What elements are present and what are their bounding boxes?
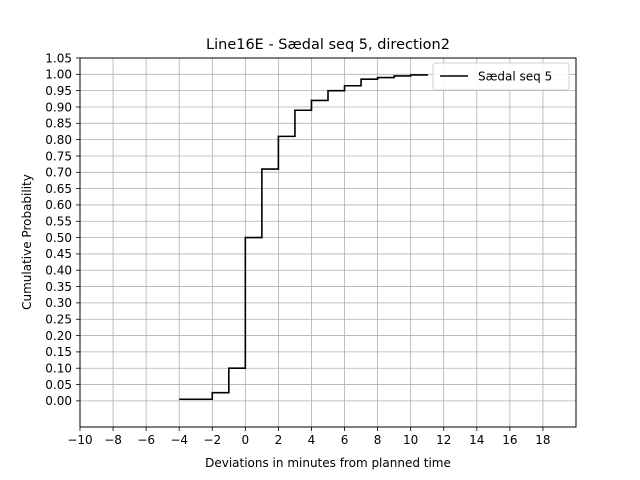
y-tick-label: 0.15 [45,345,72,359]
plot-frame [79,57,577,428]
x-tick-label: −4 [170,433,188,447]
y-tick-label: 0.55 [45,215,72,229]
y-tick-label: 0.45 [45,247,72,261]
x-tick-label: −8 [104,433,122,447]
x-tick-label: 14 [469,433,484,447]
y-tick-label: 0.00 [45,394,72,408]
y-tick-label: 0.95 [45,84,72,98]
x-tick-label: 4 [308,433,316,447]
legend-label: Sædal seq 5 [478,70,552,84]
x-tick-label: 16 [502,433,517,447]
series-layer [179,74,428,401]
y-tick-label: 1.05 [45,51,72,65]
y-tick-label: 0.50 [45,231,72,245]
y-axis-title: Cumulative Probability [20,174,34,310]
y-tick-label: 0.75 [45,149,72,163]
x-tick-label: −2 [203,433,221,447]
y-tick-label: 0.70 [45,166,72,180]
chart-title: Line16E - Sædal seq 5, direction2 [206,37,450,53]
y-tick-label: 0.10 [45,362,72,376]
x-tick-label: 6 [341,433,349,447]
y-tick-label: 0.65 [45,182,72,196]
x-tick-label: 2 [275,433,283,447]
x-tick-label: −10 [67,433,92,447]
y-tick-label: 0.80 [45,133,72,147]
x-tick-label: 0 [242,433,250,447]
y-tick-label: 0.85 [45,117,72,131]
y-tick-label: 0.35 [45,280,72,294]
ticks: −10 −8 −6 −4 −2 0 2 4 6 8 10 12 14 16 18 0.00 0.05 0.10 0.… [45,51,550,447]
y-tick-label: 0.25 [45,313,72,327]
y-tick-label: 0.40 [45,264,72,278]
x-tick-label: 18 [535,433,550,447]
x-tick-label: 8 [374,433,382,447]
y-tick-label: 1.00 [45,68,72,82]
x-tick-label: −6 [137,433,155,447]
y-tick-label: 0.90 [45,100,72,114]
y-tick-label: 0.05 [45,378,72,392]
y-tick-label: 0.30 [45,296,72,310]
x-tick-label: 10 [403,433,418,447]
legend-box [432,62,570,91]
x-tick-label: 12 [436,433,451,447]
legend: Sædal seq 5 [432,62,570,91]
y-tick-label: 0.20 [45,329,72,343]
x-axis-title: Deviations in minutes from planned time [205,456,451,470]
y-tick-label: 0.60 [45,198,72,212]
series-line [179,74,428,401]
